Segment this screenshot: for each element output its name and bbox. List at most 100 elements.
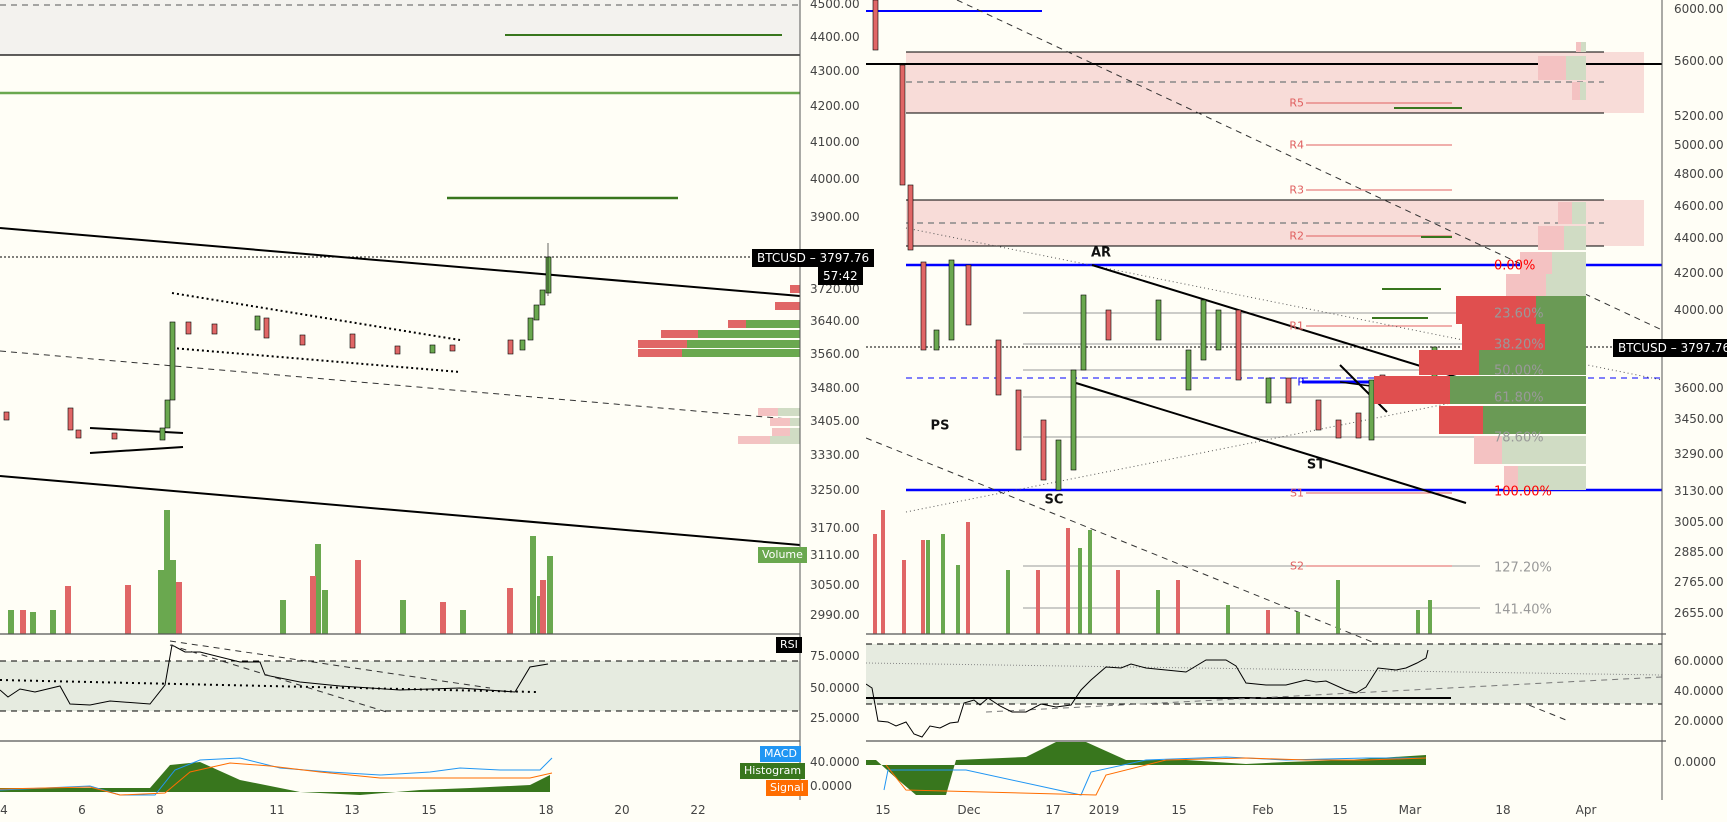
volume-legend[interactable]: Volume — [758, 547, 807, 563]
price-tick: 5000.00 — [1674, 138, 1724, 152]
last-price-tag: BTCUSD – 3797.76 — [752, 249, 875, 267]
price-tick: 3130.00 — [1674, 484, 1724, 498]
price-tick: 3640.00 — [810, 314, 860, 328]
left-volume-profile — [638, 285, 800, 444]
time-tick: 8 — [156, 803, 164, 817]
time-tick: 20 — [614, 803, 630, 817]
time-tick: 17 — [1045, 803, 1061, 817]
price-tick: 3250.00 — [810, 483, 860, 497]
last-price-value: 3797.76 — [819, 251, 870, 265]
pivot-label: R4 — [1289, 138, 1304, 152]
left-chart-pane[interactable]: 4500.00 4400.00 4300.00 4200.00 4100.00 … — [0, 0, 875, 822]
macd-tick: 0.0000 — [1674, 755, 1716, 769]
rsi-tick: 60.0000 — [1674, 654, 1724, 668]
time-tick: 15 — [1171, 803, 1187, 817]
annotation-sc: SC — [1044, 492, 1064, 508]
price-tick: 4200.00 — [810, 99, 860, 113]
rsi-tick: 50.0000 — [810, 681, 860, 695]
price-tick: 4500.00 — [810, 0, 860, 11]
time-tick: 15 — [421, 803, 437, 817]
last-price-value: 3797.76 — [1680, 341, 1727, 355]
right-volume-bars — [873, 510, 1432, 634]
pivot-label: R1 — [1289, 319, 1304, 333]
rsi-tick: 25.0000 — [810, 711, 860, 725]
price-tick: 3450.00 — [1674, 412, 1724, 426]
bar-countdown: 57:42 — [818, 267, 863, 285]
macd-legend[interactable]: MACD — [760, 746, 801, 762]
macd-tick: 40.0000 — [810, 755, 860, 769]
symbol-label: BTCUSD — [1618, 341, 1667, 355]
symbol-label: BTCUSD — [757, 251, 806, 265]
price-tick: 2655.00 — [1674, 606, 1724, 620]
price-tick: 6000.00 — [1674, 2, 1724, 16]
histogram-legend[interactable]: Histogram — [740, 763, 806, 779]
price-tick: 3560.00 — [810, 347, 860, 361]
last-price-tag: BTCUSD – 3797.76 — [1613, 339, 1727, 357]
time-tick: 18 — [538, 803, 554, 817]
right-chart-pane[interactable]: PS SC AR ST 0.00% 23.60% 38.20% 50.00% 6… — [866, 0, 1727, 822]
left-chart-canvas[interactable] — [0, 0, 866, 822]
price-tick: 3110.00 — [810, 548, 860, 562]
rsi-tick: 40.0000 — [1674, 684, 1724, 698]
signal-legend[interactable]: Signal — [766, 780, 808, 796]
price-tick: 3005.00 — [1674, 515, 1724, 529]
price-tick: 3050.00 — [810, 578, 860, 592]
time-tick: 15 — [875, 803, 891, 817]
time-tick: Mar — [1398, 803, 1422, 817]
price-tick: 2885.00 — [1674, 545, 1724, 559]
price-tick: 3170.00 — [810, 521, 860, 535]
rsi-tick: 20.0000 — [1674, 714, 1724, 728]
fib-label: 127.20% — [1494, 560, 1552, 576]
pivot-label: R5 — [1289, 96, 1304, 110]
rsi-legend[interactable]: RSI — [776, 637, 802, 653]
time-tick: 15 — [1332, 803, 1348, 817]
price-tick: 3600.00 — [1674, 381, 1724, 395]
right-chart-canvas[interactable] — [866, 0, 1727, 822]
rsi-tick: 75.0000 — [810, 649, 860, 663]
time-tick: 13 — [344, 803, 360, 817]
time-tick: 18 — [1495, 803, 1511, 817]
time-tick: 11 — [269, 803, 285, 817]
price-tick: 4800.00 — [1674, 167, 1724, 181]
price-tick: 4000.00 — [810, 172, 860, 186]
pivot-label: S1 — [1290, 486, 1304, 500]
price-tick: 2990.00 — [810, 608, 860, 622]
time-tick: 4 — [0, 803, 8, 817]
price-tick: 3290.00 — [1674, 447, 1724, 461]
price-tick: 4100.00 — [810, 135, 860, 149]
price-tick: 3330.00 — [810, 448, 860, 462]
price-tick: 4200.00 — [1674, 266, 1724, 280]
fib-label: 50.00% — [1494, 363, 1544, 379]
fib-label: 23.60% — [1494, 306, 1544, 322]
macd-tick: 0.0000 — [810, 779, 852, 793]
time-tick: Feb — [1252, 803, 1274, 817]
time-tick: 6 — [78, 803, 86, 817]
left-candles — [3, 243, 552, 441]
fib-label: 78.60% — [1494, 430, 1544, 446]
pivot-label: S2 — [1290, 559, 1304, 573]
price-tick: 3720.00 — [810, 282, 860, 296]
left-volume-bars — [8, 510, 553, 634]
fib-label: 141.40% — [1494, 602, 1552, 618]
annotation-ar: AR — [1090, 245, 1112, 261]
price-tick: 4400.00 — [1674, 231, 1724, 245]
right-volume-profile — [1374, 42, 1586, 490]
pivot-label: R2 — [1289, 229, 1304, 243]
annotation-st: ST — [1306, 457, 1326, 473]
fib-label: 100.00% — [1494, 484, 1552, 500]
price-tick: 4300.00 — [810, 64, 860, 78]
time-tick: Dec — [957, 803, 981, 817]
time-tick: Apr — [1575, 803, 1597, 817]
annotation-ps: PS — [930, 418, 950, 434]
fib-label: 0.00% — [1494, 258, 1536, 274]
price-tick: 5600.00 — [1674, 54, 1724, 68]
pivot-label: P — [1297, 375, 1304, 389]
time-tick: 22 — [690, 803, 706, 817]
price-tick: 4000.00 — [1674, 303, 1724, 317]
fib-label: 61.80% — [1494, 390, 1544, 406]
price-tick: 3480.00 — [810, 381, 860, 395]
time-tick: 2019 — [1088, 803, 1120, 817]
price-tick: 3900.00 — [810, 210, 860, 224]
price-tick: 2765.00 — [1674, 575, 1724, 589]
price-tick: 5200.00 — [1674, 109, 1724, 123]
